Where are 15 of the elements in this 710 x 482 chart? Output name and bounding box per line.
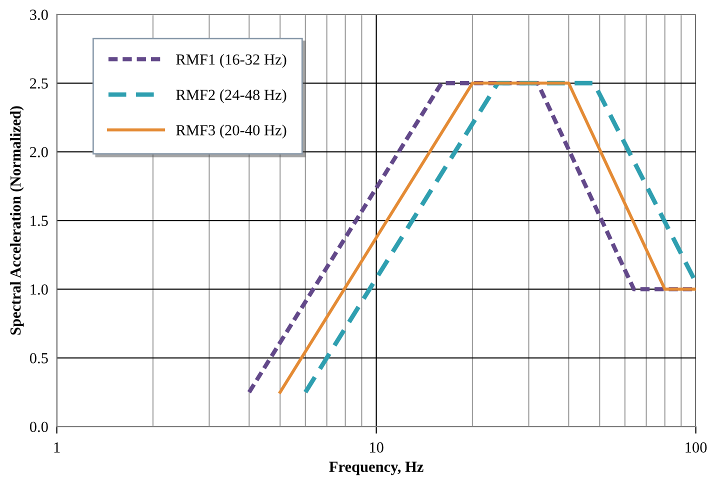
legend-label: RMF1 (16-32 Hz): [176, 54, 286, 68]
x-tick-label: 10: [370, 442, 384, 453]
y-tick-label: 0.5: [30, 353, 48, 364]
y-tick-label: 1.0: [30, 284, 48, 295]
y-tick-label: 2.0: [30, 146, 48, 158]
x-axis-title: Frequency, Hz: [329, 462, 424, 476]
x-tick-label: 100: [686, 442, 707, 453]
legend-label: RMF2 (24-48 Hz): [176, 89, 286, 104]
y-tick-label: 1.5: [30, 216, 48, 226]
x-tick-label: 1: [54, 442, 60, 452]
y-tick-label: 3.0: [30, 10, 48, 20]
y-tick-label: 0.0: [30, 422, 48, 432]
y-tick-label: 2.5: [30, 78, 48, 89]
y-axis-title: Spectral Acceleration (Normalized): [10, 106, 24, 335]
legend-label: RMF3 (20-40 Hz): [176, 124, 286, 138]
